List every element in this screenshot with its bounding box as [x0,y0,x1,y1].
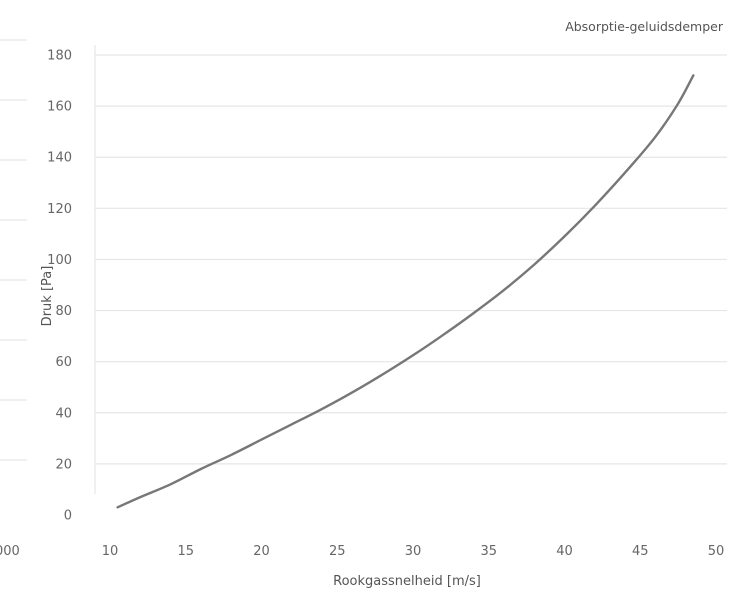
gridlines [95,54,727,465]
y-tick-label-120: 120 [47,202,72,217]
y-tick-label-180: 180 [47,49,72,64]
y-axis-label: Druk [Pa] [40,266,55,327]
chart-title: Absorptie-geluidsdemper [565,19,724,34]
y-tick-labels: 0 20 40 60 80 100 120 140 160 180 [47,49,72,524]
x-tick-label-45: 45 [632,544,649,559]
y-tick-label-40: 40 [55,406,72,421]
y-tick-label-160: 160 [47,100,72,115]
y-tick-label-140: 140 [47,151,72,166]
x-tick-label-15: 15 [177,544,194,559]
left-panel-x-tick-label: 000 [0,544,20,559]
y-tick-label-60: 60 [55,355,72,370]
x-tick-label-35: 35 [480,544,497,559]
x-axis-label: Rookgassnelheid [m/s] [333,574,481,589]
x-tick-label-40: 40 [556,544,573,559]
x-tick-labels: 10 15 20 25 30 35 40 45 50 [102,544,725,559]
x-tick-label-50: 50 [708,544,725,559]
y-tick-label-80: 80 [55,304,72,319]
left-panel-gridlines [0,39,27,461]
x-tick-label-10: 10 [102,544,119,559]
series-line [116,74,695,509]
x-tick-label-25: 25 [329,544,346,559]
x-tick-label-20: 20 [253,544,270,559]
y-tick-label-20: 20 [55,457,72,472]
y-tick-label-0: 0 [64,509,72,524]
y-tick-label-100: 100 [47,253,72,268]
x-tick-label-30: 30 [405,544,422,559]
